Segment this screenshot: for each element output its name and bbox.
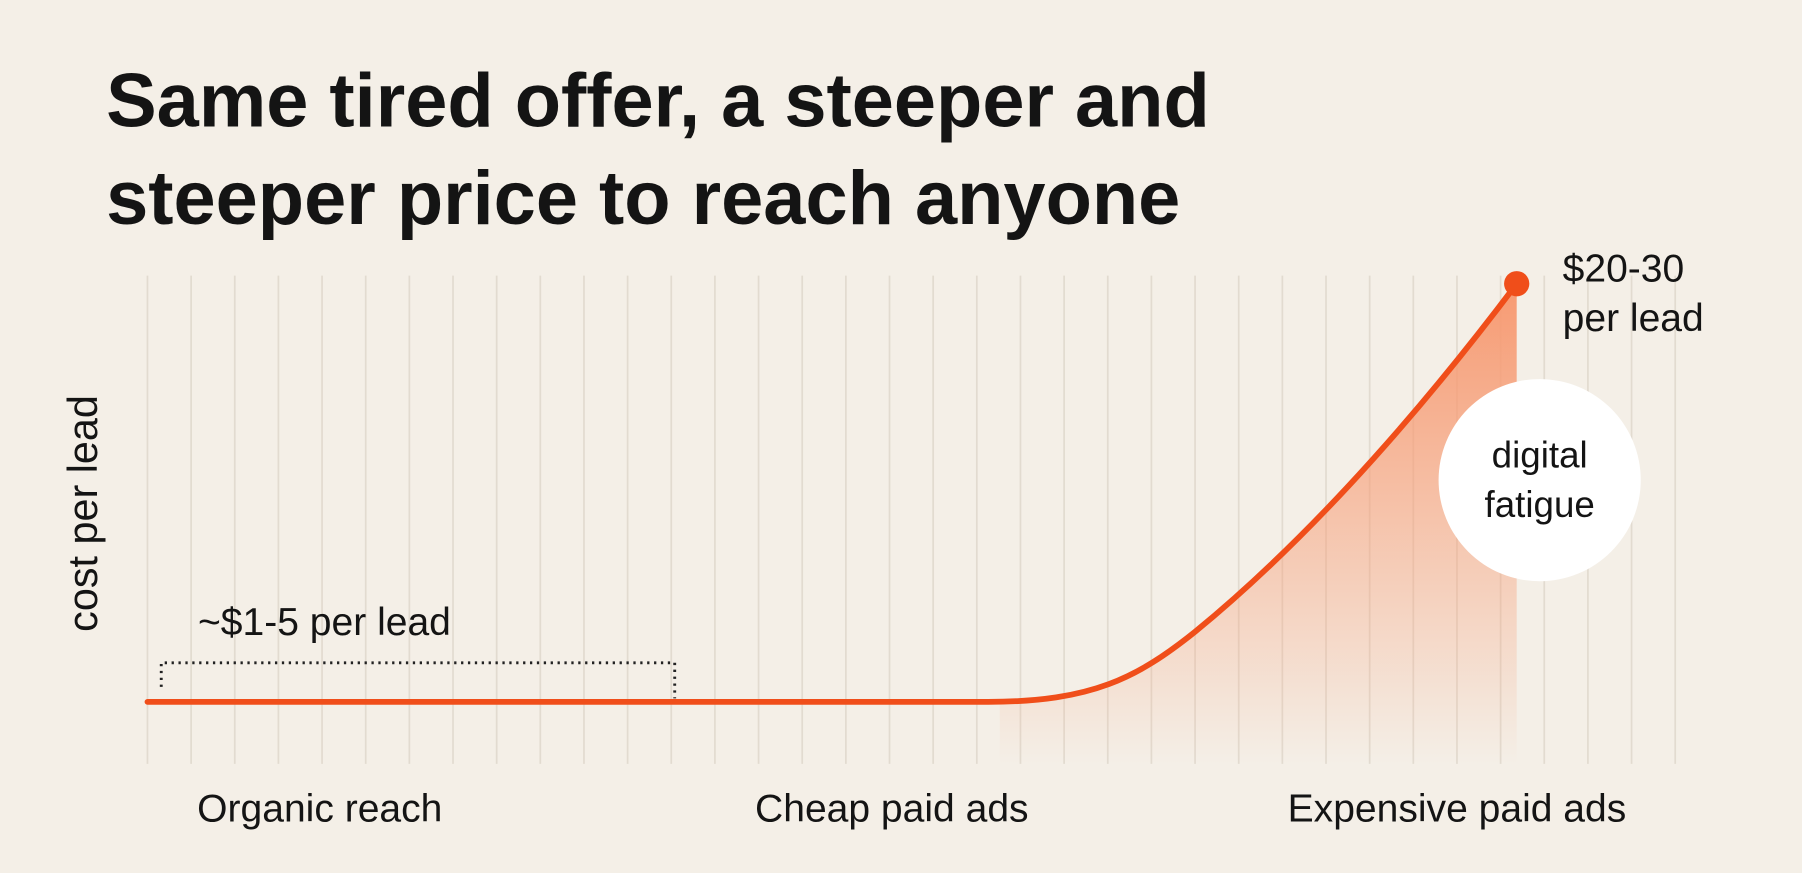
x-tick-label: Expensive paid ads — [1288, 787, 1627, 830]
annotation-high: $20-30 — [1563, 247, 1685, 290]
x-tick-label: Organic reach — [197, 787, 442, 830]
cost-curve — [144, 280, 1520, 705]
annotation-low: ~$1-5 per lead — [198, 601, 451, 644]
y-axis-label: cost per lead — [60, 395, 106, 632]
chart-title: Same tired offer, a steeper and — [106, 58, 1210, 143]
x-tick-label: Cheap paid ads — [755, 787, 1029, 830]
badge-text: fatigue — [1484, 484, 1594, 525]
badge — [1438, 379, 1641, 582]
annotation-high: per lead — [1563, 297, 1704, 340]
chart-title: steeper price to reach anyone — [106, 156, 1180, 241]
end-point — [1504, 271, 1530, 297]
area-fill — [999, 283, 1517, 764]
badge-text: digital — [1492, 435, 1588, 476]
grid — [146, 275, 1677, 764]
